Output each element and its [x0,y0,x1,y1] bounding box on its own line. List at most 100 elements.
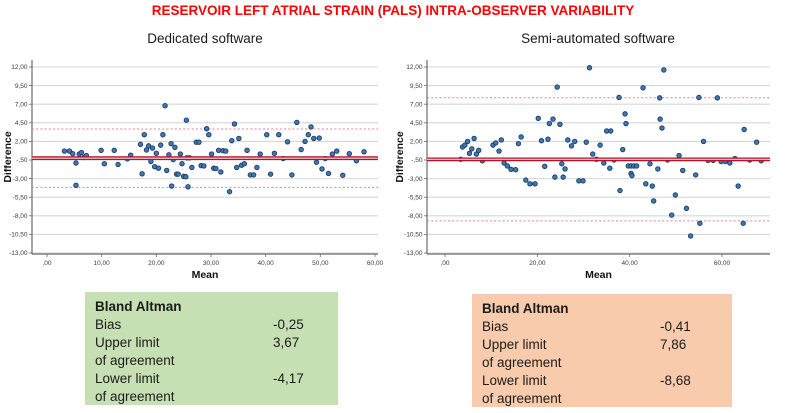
data-point [164,167,170,174]
data-point [466,150,473,157]
data-point [620,146,626,153]
data-point [313,159,320,165]
stats-label: of agreement [95,388,175,404]
stats-row: Lower limit -4,17 [95,370,328,388]
stats-row: Lower limit -8,68 [482,372,722,390]
data-point [655,166,661,172]
data-point [661,67,667,73]
y-tick-label: -3,00 [13,176,28,183]
data-point [692,172,699,178]
x-axis-title: Mean [192,269,219,281]
y-tick-label: -5,50 [408,194,423,201]
y-axis-title: Difference [396,131,406,183]
x-tick-label: 60,00 [367,260,384,267]
stats-row: of agreement [95,352,328,370]
y-tick-label: -8,00 [408,213,423,220]
data-point [137,141,144,148]
data-point [741,126,747,133]
data-point [554,84,560,90]
x-tick-label: 20,00 [148,260,165,267]
stats-value: 3,67 [273,334,300,350]
data-point [264,132,270,138]
y-tick-label: -5,50 [13,194,28,201]
data-point [633,163,640,169]
data-point [61,148,68,154]
data-point [538,137,545,144]
data-point [155,165,162,171]
y-tick-label: 9,50 [410,83,423,90]
data-point [562,166,568,172]
data-point [700,138,707,145]
data-point [542,163,548,170]
stats-row: Bias -0,41 [482,318,722,336]
data-point [469,146,475,152]
data-point [206,132,212,138]
data-point [622,111,628,117]
data-point [231,121,238,127]
data-point [515,140,522,147]
stats-label: Bias [482,318,509,334]
stats-row: of agreement [482,354,722,372]
data-point [735,183,741,189]
data-point [223,148,229,154]
data-point [196,139,202,145]
data-point [590,151,596,157]
data-point [647,161,653,167]
data-point [316,135,322,141]
data-point [160,132,166,138]
data-point [498,137,505,143]
data-point [267,171,274,177]
data-point [623,120,629,127]
data-point [601,160,607,166]
data-point [244,147,250,154]
data-point [471,135,477,142]
data-point [560,174,566,180]
stats-value [660,390,722,408]
stats-value: 7,86 [660,336,687,352]
y-tick-label: -10,50 [404,232,423,239]
stats-label: of agreement [482,354,562,370]
data-point [305,132,311,138]
stats-value [273,352,328,370]
data-point [141,132,147,138]
data-point [179,161,185,167]
y-tick-label: 2,00 [410,139,423,146]
y-tick-label: 7,00 [15,101,28,108]
y-tick-label: 2,00 [15,139,28,146]
data-point [608,128,614,134]
data-point [201,163,207,169]
data-point [143,147,150,153]
data-point [493,140,499,146]
stats-value [660,354,722,372]
stats-row: of agreement [482,390,722,408]
data-point [523,177,529,183]
data-point [740,220,746,226]
data-point [139,171,145,177]
data-point [676,152,682,159]
data-point [462,142,468,148]
data-point [727,160,733,166]
data-point [346,150,352,157]
data-point [241,161,248,167]
data-point [149,145,156,151]
data-point [183,117,190,123]
data-point [308,124,314,130]
data-point [340,172,346,178]
data-point [78,149,85,156]
data-point [226,188,233,195]
x-tick-label: 40,00 [622,260,639,267]
data-point [629,172,635,179]
data-point [236,135,242,142]
data-point [640,85,646,91]
data-point [580,178,586,184]
y-tick-label: 12,00 [11,64,28,71]
bland-altman-stats-box-semi-automated: Bland Altman Bias -0,41 Upper limit 7,86… [472,294,732,407]
x-axis-title: Mean [585,269,612,281]
stats-value [273,388,328,406]
stats-value: -8,68 [660,372,691,388]
data-point [617,187,623,194]
data-point [153,150,160,157]
y-tick-label: 9,50 [15,83,28,90]
y-tick-label: -3,00 [408,176,423,183]
